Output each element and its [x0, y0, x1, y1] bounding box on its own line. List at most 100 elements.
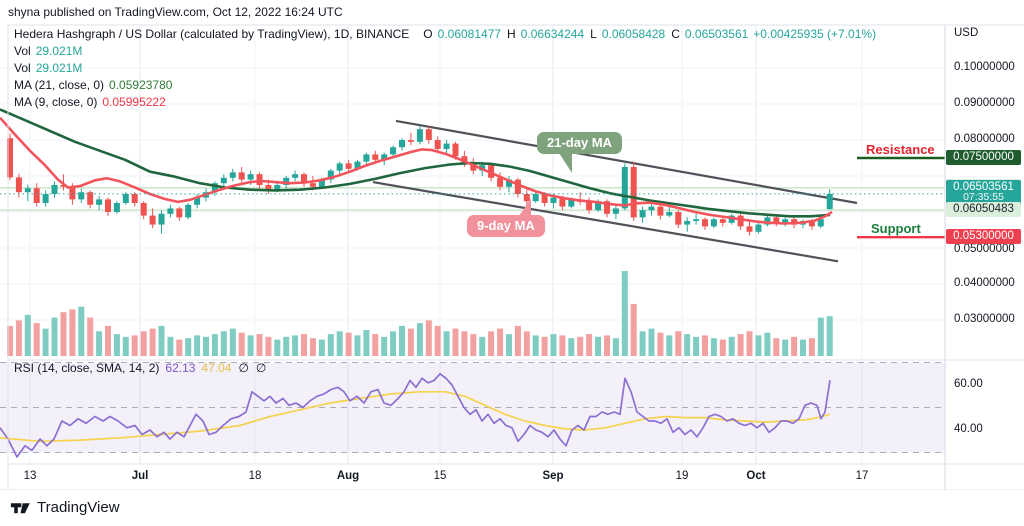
candle-body [274, 185, 281, 191]
volume-bar [390, 331, 397, 356]
candle-body [69, 186, 76, 200]
resistance-label[interactable]: Resistance [866, 142, 935, 157]
ma9-callout[interactable]: 9-day MA [467, 198, 545, 237]
symbol-title[interactable]: Hedera Hashgraph / US Dollar (calculated… [14, 27, 410, 41]
currency-label: USD [954, 27, 979, 39]
volume-bar [612, 338, 619, 356]
candle-body [15, 177, 22, 193]
ma21-value: 0.05923780 [109, 78, 173, 92]
last-price-badge: 0.06503561 07:35:55 [946, 180, 1021, 205]
volume-bar [800, 339, 806, 356]
price-axis[interactable]: USD 0.10000000 0.09000000 0.08000000 0.05000… [945, 0, 1024, 490]
rsi-band-value-1: ∅ [238, 361, 249, 375]
volume-bar [416, 323, 423, 356]
rsi-legend-row[interactable]: RSI (14, close, SMA, 14, 2) 62.13 47.04 ∅ ∅ [14, 361, 266, 375]
volume-bar [586, 334, 593, 356]
candle-body [550, 197, 557, 203]
volume-bar [532, 335, 539, 356]
volume-bar [194, 335, 201, 356]
volume-bar [274, 339, 281, 356]
candle-body [42, 194, 49, 203]
volume-bar [755, 335, 762, 356]
volume-bar [550, 334, 557, 356]
ma21-label: MA (21, close, 0) [14, 78, 105, 92]
volume-bar [746, 331, 753, 356]
candle-body [568, 199, 575, 207]
candle-body [604, 201, 610, 214]
candle-body [595, 201, 602, 211]
time-tick-label: 18 [248, 470, 262, 482]
volume-bar [407, 328, 414, 356]
ma21-row[interactable]: MA (21, close, 0) 0.05923780 [14, 77, 876, 94]
candle-body [693, 219, 700, 221]
symbol-row[interactable]: Hedera Hashgraph / US Dollar (calculated… [14, 26, 876, 43]
open-value: 0.06081477 [437, 27, 502, 41]
volume-bar [211, 334, 218, 356]
volume-bar [149, 328, 156, 356]
volume-bar [657, 332, 664, 356]
candle-body [158, 213, 165, 225]
volume-bar [710, 338, 717, 356]
volume-bar [630, 303, 637, 356]
tradingview-brand[interactable]: TradingView [10, 499, 120, 516]
candle-body [666, 212, 673, 216]
ma21-callout[interactable]: 21-day MA [537, 132, 623, 173]
ma9-row[interactable]: MA (9, close, 0) 0.05995222 [14, 94, 876, 111]
volume-bar [728, 336, 735, 356]
volume-row-2[interactable]: Vol 29.021M [14, 60, 876, 77]
candle-body [229, 172, 236, 178]
price-tick-label: 0.09000000 [954, 97, 1015, 109]
volume-bar [514, 325, 521, 356]
candle-body [51, 185, 58, 194]
candle-body [808, 221, 815, 227]
candle-body [390, 147, 397, 155]
volume-bar [372, 334, 379, 356]
rsi-value: 62.13 [165, 361, 196, 375]
candle-body [532, 194, 539, 202]
candle-body [220, 177, 227, 184]
candle-body [541, 194, 548, 203]
candle-body [292, 174, 299, 178]
footer: TradingView [0, 490, 1024, 526]
candle-body [684, 221, 691, 225]
volume-bar [158, 325, 165, 356]
volume-bar [96, 331, 103, 356]
volume-bar [24, 314, 31, 356]
support-label[interactable]: Support [871, 221, 921, 236]
candle-body [283, 177, 290, 185]
candle-body [675, 212, 682, 225]
candle-body [149, 215, 156, 225]
volume-bar [621, 271, 628, 356]
volume-bar [229, 328, 236, 356]
time-axis[interactable]: 13 Jul 18 Aug 15 Sep 19 Oct 17 [0, 464, 945, 490]
candle-body [247, 174, 254, 180]
price-tick-label: 0.04000000 [954, 277, 1015, 289]
volume-bar [826, 316, 833, 356]
volume-bar [354, 335, 361, 356]
volume-bar [78, 306, 85, 356]
volume-bar [238, 332, 245, 356]
candle-body [737, 215, 744, 227]
chart-legend: Hedera Hashgraph / US Dollar (calculated… [14, 26, 876, 111]
candle-body [782, 219, 789, 223]
candle-body [657, 206, 664, 216]
time-tick-label: Aug [336, 470, 360, 482]
candle-body [256, 174, 263, 185]
volume-bar [523, 331, 530, 356]
candle-body [452, 143, 459, 157]
volume-row-1[interactable]: Vol 29.021M [14, 43, 876, 60]
candle-body [764, 217, 771, 225]
volume-bar [220, 331, 227, 356]
volume-bar [541, 336, 548, 356]
candle-body [60, 185, 67, 187]
volume-bar [292, 335, 299, 356]
volume-bar [425, 320, 432, 356]
ma9-label: MA (9, close, 0) [14, 95, 98, 109]
volume-bar [15, 320, 22, 356]
volume-label: Vol [14, 61, 31, 75]
candle-body [78, 192, 85, 200]
candle-body [327, 170, 334, 180]
candle-body [33, 188, 40, 203]
